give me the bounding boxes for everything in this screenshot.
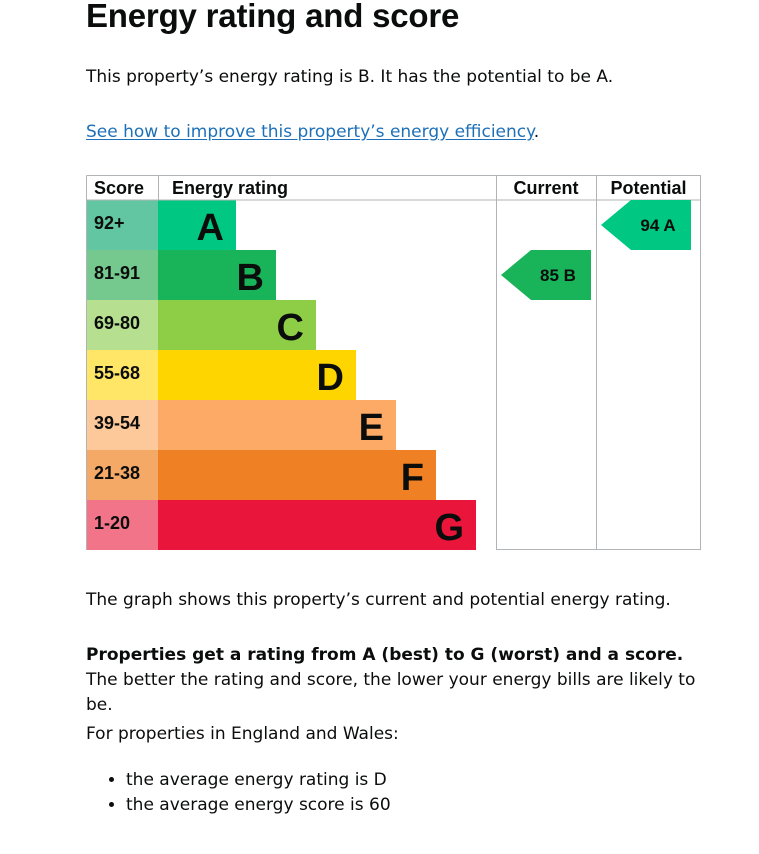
averages-list: the average energy rating is D the avera… [106, 768, 391, 818]
score-cell-b [86, 250, 158, 300]
ratings-explanation-rest: The better the rating and score, the low… [86, 670, 696, 715]
current-rating-value: 85 B [540, 266, 576, 285]
score-range-c: 69-80 [94, 313, 140, 333]
rating-bar-a [158, 200, 236, 250]
current-header: Current [513, 178, 578, 198]
score-cell-d [86, 350, 158, 400]
rating-bar-c [158, 300, 316, 350]
rating-bar-f [158, 450, 436, 500]
potential-header: Potential [610, 178, 686, 198]
page-title: Energy rating and score [86, 0, 460, 34]
rating-letter-f: F [401, 457, 424, 499]
score-range-d: 55-68 [94, 363, 140, 383]
rating-bar-b [158, 250, 276, 300]
energy-rating-chart: 92+ A 81-91 B 69-80 C 55-68 D 39-54 E 21-38 F 1-20 G S… [86, 175, 701, 550]
rating-letter-g: G [434, 507, 464, 549]
score-range-f: 21-38 [94, 463, 140, 483]
rating-letter-b: B [237, 257, 264, 299]
intro-text: This property’s energy rating is B. It h… [86, 67, 614, 87]
potential-rating-arrow [601, 200, 691, 250]
current-rating-arrow [501, 250, 591, 300]
score-range-g: 1-20 [94, 513, 130, 533]
rating-letter-a: A [197, 207, 224, 249]
graph-caption: The graph shows this property’s current … [86, 590, 671, 610]
score-cell-a [86, 200, 158, 250]
ratings-explanation: Properties get a rating from A (best) to… [86, 643, 706, 718]
potential-rating-value: 94 A [640, 216, 675, 235]
score-range-a: 92+ [94, 213, 125, 233]
link-suffix: . [533, 122, 540, 142]
rating-bar-e [158, 400, 396, 450]
rating-letter-c: C [277, 307, 304, 349]
list-item: the average energy rating is D [126, 768, 391, 793]
score-cell-e [86, 400, 158, 450]
score-cell-f [86, 450, 158, 500]
rating-letter-e: E [359, 407, 384, 449]
improve-efficiency-link[interactable]: See how to improve this property’s energ… [86, 122, 534, 142]
rating-bar-g [158, 500, 476, 550]
score-cell-g [86, 500, 158, 550]
score-header: Score [94, 178, 144, 198]
list-item: the average energy score is 60 [126, 793, 391, 818]
score-cell-c [86, 300, 158, 350]
rating-letter-d: D [317, 357, 344, 399]
rating-bar-d [158, 350, 356, 400]
improve-paragraph: See how to improve this property’s energ… [86, 120, 706, 145]
ratings-explanation-bold: Properties get a rating from A (best) to… [86, 645, 684, 665]
score-range-b: 81-91 [94, 263, 140, 283]
score-range-e: 39-54 [94, 413, 140, 433]
region-intro: For properties in England and Wales: [86, 724, 399, 744]
energy-rating-header: Energy rating [172, 178, 288, 198]
